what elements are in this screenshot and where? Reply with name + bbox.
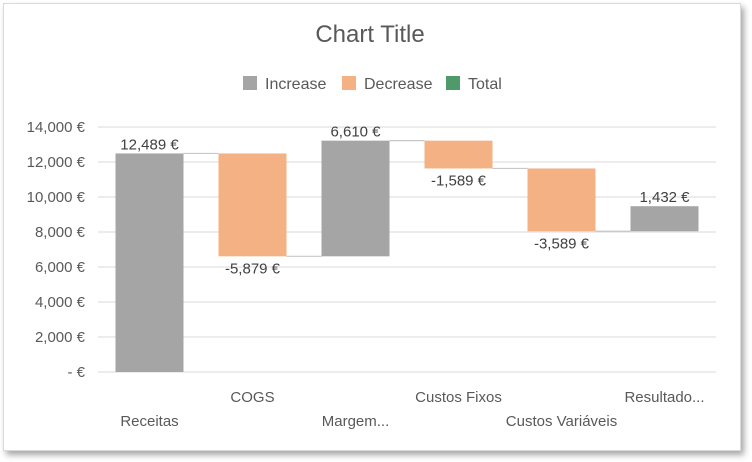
legend-swatch-total	[446, 76, 460, 90]
bar-0	[115, 153, 184, 372]
y-tick-label: 6,000 €	[35, 259, 86, 276]
y-tick-label: - €	[67, 364, 85, 381]
data-label-1: -5,879 €	[225, 260, 281, 277]
category-label-0: Receitas	[120, 413, 178, 430]
category-label-4: Custos Variáveis	[506, 413, 617, 430]
category-label-2: Margem...	[322, 413, 390, 430]
bar-5	[630, 206, 699, 232]
bars	[115, 140, 699, 372]
gridlines	[98, 126, 716, 373]
bar-3	[424, 140, 493, 169]
chart-title: Chart Title	[315, 21, 424, 48]
data-label-2: 6,610 €	[330, 124, 381, 141]
y-tick-label: 10,000 €	[27, 189, 86, 206]
connector-lines	[183, 140, 631, 257]
legend-label-decrease: Decrease	[364, 76, 433, 93]
bar-2	[321, 140, 390, 257]
y-tick-label: 2,000 €	[35, 329, 86, 346]
y-tick-label: 4,000 €	[35, 294, 86, 311]
legend: Increase Decrease Total	[243, 76, 502, 93]
category-label-5: Resultado...	[624, 389, 704, 406]
y-tick-label: 14,000 €	[27, 119, 86, 136]
bar-1	[218, 153, 287, 257]
x-axis: Receitas COGS Margem... Custos FixosCustos …	[120, 389, 704, 430]
y-axis: - € 2,000 € 4,000 € 6,000 € 8,000 € 10,000 € 1…	[27, 119, 86, 381]
category-label-1: COGS	[230, 389, 274, 406]
data-labels: 12,489 € -5,879 € 6,610 € -1,589 € -3,589 € 1…	[120, 124, 690, 278]
y-tick-label: 8,000 €	[35, 224, 86, 241]
data-label-0: 12,489 €	[120, 136, 179, 153]
data-label-5: 1,432 €	[639, 189, 690, 206]
legend-label-increase: Increase	[265, 76, 326, 93]
y-tick-label: 12,000 €	[27, 154, 86, 171]
legend-swatch-decrease	[342, 76, 356, 90]
data-label-4: -3,589 €	[534, 235, 590, 252]
data-label-3: -1,589 €	[431, 172, 487, 189]
legend-swatch-increase	[243, 76, 257, 90]
legend-label-total: Total	[468, 76, 502, 93]
bar-4	[527, 168, 596, 232]
category-label-3: Custos Fixos	[415, 389, 502, 406]
